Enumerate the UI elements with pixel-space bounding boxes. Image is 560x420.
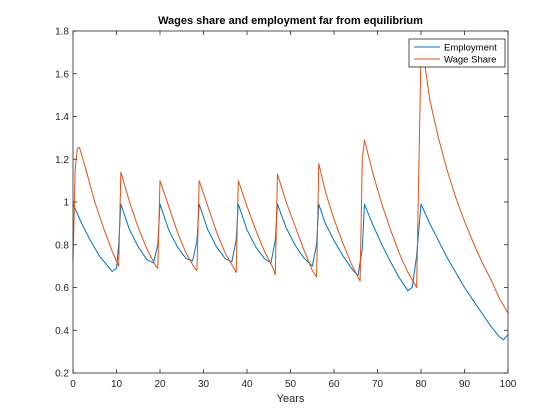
x-tick-label: 90 — [459, 379, 471, 390]
x-tick-label: 40 — [241, 379, 253, 390]
y-tick-label: 1 — [63, 198, 69, 209]
y-tick-label: 1.8 — [55, 27, 69, 38]
y-tick-label: 0.8 — [55, 240, 69, 251]
y-tick-label: 0.4 — [55, 326, 69, 337]
x-tick-label: 70 — [372, 379, 384, 390]
y-tick-label: 1.2 — [55, 155, 69, 166]
x-tick-label: 20 — [154, 379, 166, 390]
x-tick-label: 80 — [415, 379, 427, 390]
y-axis: 0.2 0.4 0.6 0.8 1 1.2 1.4 1.6 1.8 — [55, 27, 508, 380]
x-tick-label: 10 — [111, 379, 123, 390]
series-line-employment — [72, 203, 509, 341]
legend: Employment Wage Share — [408, 38, 506, 68]
chart-title: Wages share and employment far from equi… — [158, 15, 423, 27]
x-tick-label: 100 — [500, 379, 517, 390]
x-tick-label: 30 — [198, 379, 210, 390]
x-tick-label: 0 — [70, 379, 76, 390]
legend-box — [408, 38, 506, 68]
x-tick-label: 60 — [328, 379, 340, 390]
x-axis: 0 10 20 30 40 50 60 70 80 90 100 — [70, 31, 517, 390]
y-tick-label: 0.2 — [55, 369, 69, 380]
y-tick-label: 1.4 — [55, 112, 69, 123]
legend-label-employment: Employment — [444, 43, 497, 54]
plot-area — [73, 31, 508, 373]
y-tick-label: 0.6 — [55, 283, 69, 294]
legend-label-wage-share: Wage Share — [444, 55, 496, 66]
x-tick-label: 50 — [285, 379, 297, 390]
y-tick-label: 1.6 — [55, 69, 69, 80]
x-axis-label: Years — [277, 393, 305, 405]
